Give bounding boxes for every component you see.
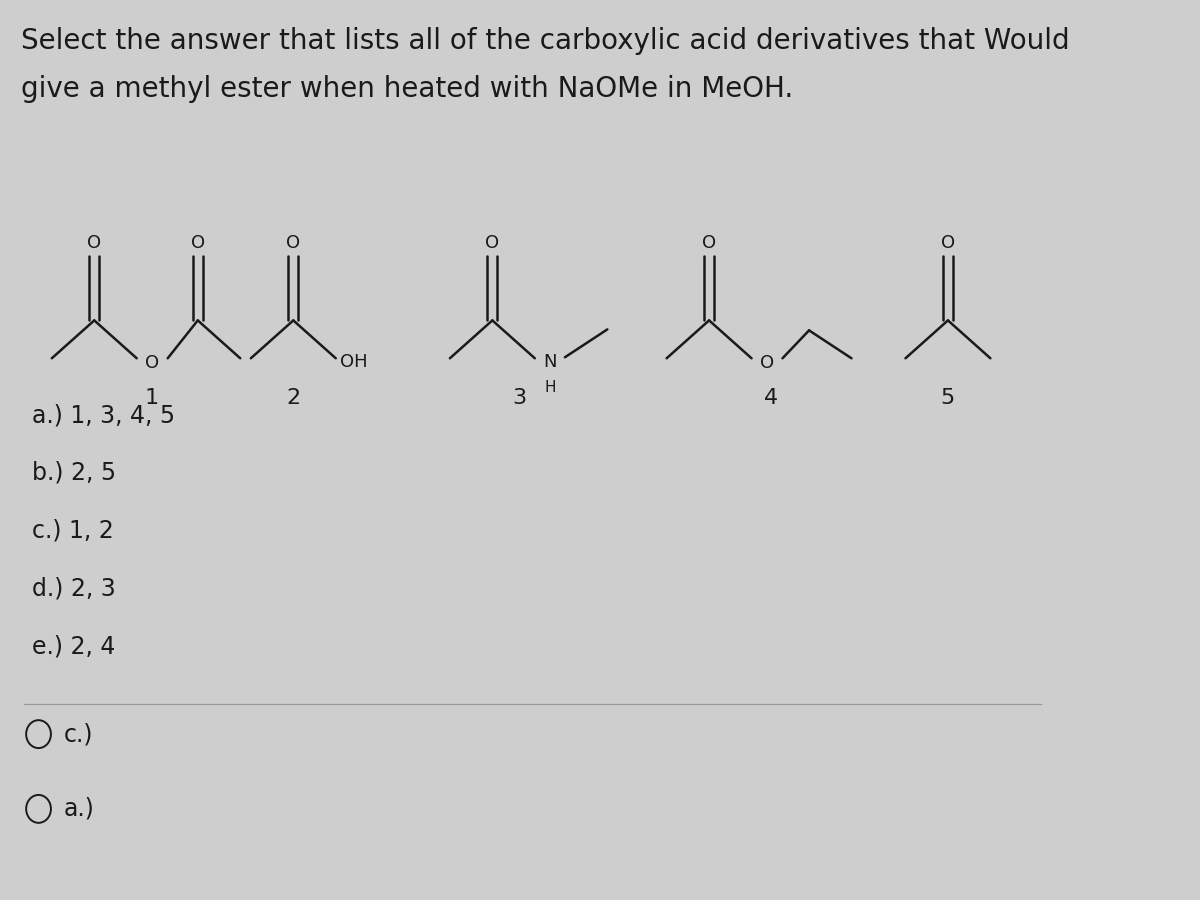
Text: H: H bbox=[544, 380, 556, 395]
Text: d.) 2, 3: d.) 2, 3 bbox=[32, 577, 116, 600]
Text: a.): a.) bbox=[64, 796, 94, 821]
Text: 5: 5 bbox=[941, 388, 955, 409]
Text: O: O bbox=[485, 234, 499, 252]
Text: O: O bbox=[145, 355, 158, 373]
Text: N: N bbox=[544, 354, 557, 372]
Text: O: O bbox=[88, 234, 101, 252]
Text: b.) 2, 5: b.) 2, 5 bbox=[32, 461, 116, 485]
Text: 4: 4 bbox=[764, 388, 778, 409]
Text: 1: 1 bbox=[145, 388, 158, 409]
Text: O: O bbox=[760, 355, 774, 373]
Text: e.) 2, 4: e.) 2, 4 bbox=[32, 634, 115, 659]
Text: O: O bbox=[702, 234, 716, 252]
Text: O: O bbox=[287, 234, 300, 252]
Text: a.) 1, 3, 4, 5: a.) 1, 3, 4, 5 bbox=[32, 403, 175, 427]
Text: c.) 1, 2: c.) 1, 2 bbox=[32, 518, 114, 543]
Text: Select the answer that lists all of the carboxylic acid derivatives that Would: Select the answer that lists all of the … bbox=[20, 27, 1069, 55]
Text: O: O bbox=[191, 234, 205, 252]
Text: give a methyl ester when heated with NaOMe in MeOH.: give a methyl ester when heated with NaO… bbox=[20, 75, 793, 104]
Text: OH: OH bbox=[340, 354, 367, 372]
Text: 2: 2 bbox=[287, 388, 300, 409]
Text: c.): c.) bbox=[64, 722, 92, 746]
Text: 3: 3 bbox=[512, 388, 526, 409]
Text: O: O bbox=[941, 234, 955, 252]
